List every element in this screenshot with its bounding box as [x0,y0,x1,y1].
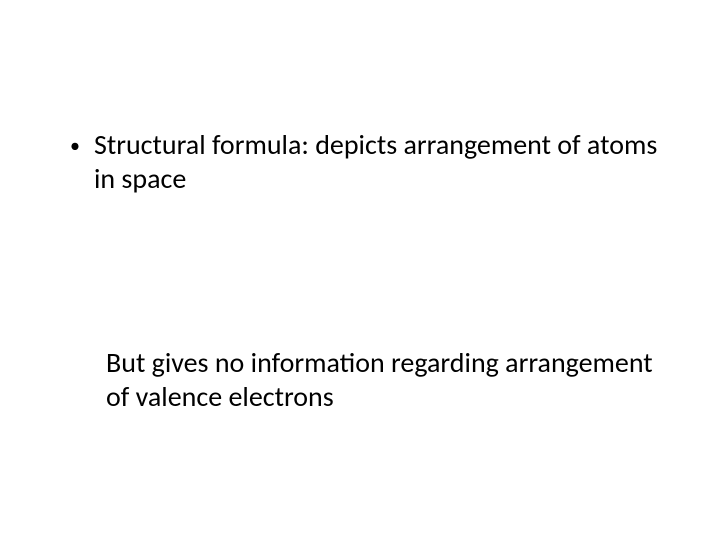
bullet-text: Structural formula: depicts arrangement … [94,128,660,196]
bullet-item: • Structural formula: depicts arrangemen… [70,128,660,196]
slide-container: • Structural formula: depicts arrangemen… [0,0,720,540]
secondary-text: But gives no information regarding arran… [106,346,660,414]
bullet-marker-icon: • [70,128,80,164]
